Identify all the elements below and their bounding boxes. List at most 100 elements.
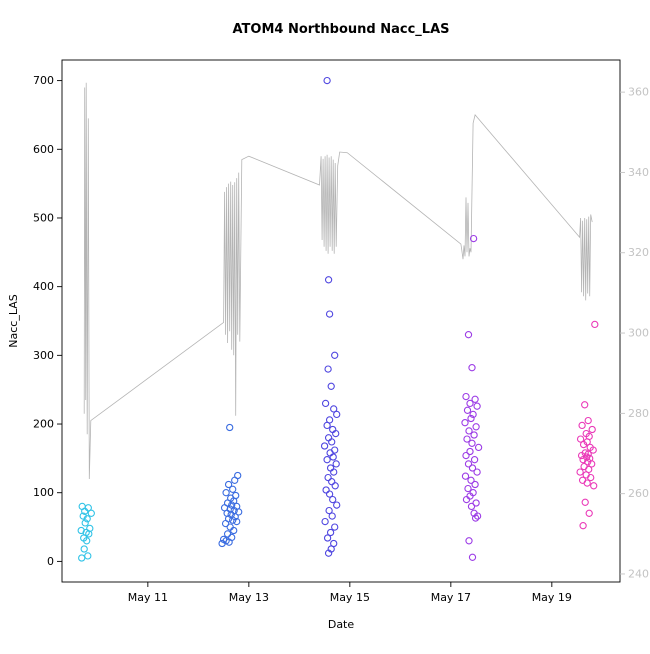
data-point (331, 351, 339, 359)
svg-text:500: 500 (33, 211, 54, 224)
data-point (321, 399, 330, 408)
svg-text:100: 100 (33, 486, 54, 499)
data-point (465, 537, 473, 545)
y-axis-right: 240 260 280 300 320 340 360 (620, 86, 649, 580)
data-point (323, 456, 331, 464)
data-point (226, 423, 234, 432)
data-point (81, 507, 89, 515)
data-point (331, 482, 339, 490)
data-point (464, 331, 473, 339)
data-point (80, 545, 88, 553)
data-point (328, 512, 336, 520)
data-point (467, 502, 476, 511)
data-point (587, 473, 595, 482)
data-point (583, 479, 591, 487)
x-axis-title: Date (328, 618, 355, 631)
data-point (230, 526, 238, 535)
data-point (328, 438, 336, 446)
svg-text:400: 400 (33, 280, 54, 293)
data-point (325, 506, 333, 515)
data-point (324, 434, 333, 442)
data-point (461, 419, 469, 427)
data-point (581, 401, 589, 409)
svg-text:May 15: May 15 (330, 591, 370, 604)
svg-text:May 17: May 17 (431, 591, 471, 604)
data-point (231, 476, 239, 484)
data-point (226, 523, 234, 531)
data-point (330, 468, 338, 476)
data-point (87, 509, 95, 517)
scatter-cluster-may-10-group (77, 502, 95, 562)
data-point (323, 534, 332, 542)
svg-text:340: 340 (628, 166, 649, 179)
svg-text:0: 0 (47, 555, 54, 568)
data-point (224, 480, 233, 489)
scatter-cluster-may-19-group (576, 320, 599, 530)
data-point (472, 499, 480, 507)
data-point (579, 440, 588, 449)
data-point (325, 490, 334, 498)
data-point (324, 276, 333, 284)
data-point (584, 458, 592, 466)
svg-text:360: 360 (628, 86, 649, 99)
data-point (579, 522, 587, 530)
data-point (577, 451, 586, 460)
data-point (473, 402, 481, 410)
data-point (323, 76, 331, 85)
data-point (591, 320, 599, 329)
data-point (584, 416, 592, 425)
data-point (463, 435, 471, 443)
data-point (470, 456, 479, 464)
data-point (222, 489, 230, 497)
y-axis-title: Nacc_LAS (7, 294, 20, 347)
data-point (462, 495, 471, 504)
data-point (83, 515, 91, 523)
data-point (326, 464, 335, 472)
svg-text:320: 320 (628, 246, 649, 259)
data-point (327, 382, 335, 390)
scatter-cluster-may-13-group (218, 423, 243, 548)
data-point (235, 508, 243, 516)
scatter-cluster-may-17-group (461, 234, 483, 561)
data-point (331, 446, 339, 454)
data-point (223, 530, 232, 538)
svg-text:300: 300 (628, 327, 649, 340)
data-point (229, 485, 237, 493)
data-point (578, 421, 586, 430)
data-point (576, 435, 585, 443)
data-point (463, 406, 472, 414)
data-point (579, 456, 587, 464)
data-point (467, 476, 475, 484)
data-point (466, 399, 474, 408)
svg-text:280: 280 (628, 407, 649, 420)
data-point (330, 405, 338, 413)
data-point (590, 482, 598, 490)
data-point (326, 528, 335, 537)
svg-text:May 11: May 11 (128, 591, 168, 604)
data-point (78, 554, 86, 562)
data-point (331, 523, 339, 531)
data-point (464, 484, 472, 493)
data-point (233, 517, 241, 526)
data-point (326, 449, 334, 457)
svg-text:May 19: May 19 (532, 591, 572, 604)
data-point (81, 519, 89, 527)
data-point (588, 425, 596, 434)
data-point (462, 392, 470, 401)
data-point (588, 460, 596, 468)
data-point (471, 395, 479, 403)
data-point (322, 486, 330, 494)
data-point (585, 509, 593, 517)
svg-text:600: 600 (33, 143, 54, 156)
svg-text:300: 300 (33, 349, 54, 362)
data-point (225, 538, 233, 546)
data-point (470, 431, 478, 439)
data-point (333, 410, 341, 419)
data-point (467, 414, 475, 423)
svg-text:May 13: May 13 (229, 591, 269, 604)
data-point (462, 451, 470, 460)
data-point (324, 365, 332, 373)
data-point (229, 516, 237, 524)
